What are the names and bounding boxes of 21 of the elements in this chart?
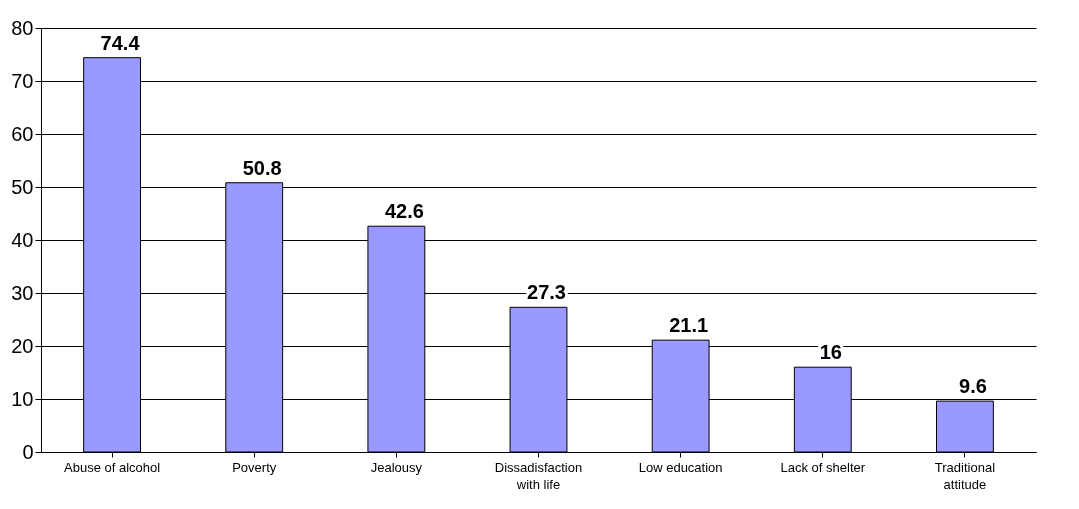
y-tick-label: 0 (22, 440, 34, 463)
y-tick-label: 40 (11, 228, 34, 251)
x-tick-label: Traditional attitude (934, 459, 996, 492)
y-tick-label: 60 (11, 122, 34, 145)
y-tick-label: 50 (11, 175, 34, 198)
x-tick-label: Abuse of alcohol (64, 459, 161, 475)
y-tick-label: 30 (11, 281, 34, 304)
data-label: 9.6 (959, 375, 987, 398)
x-tick-label: Jealousy (370, 459, 423, 475)
y-tick-label: 80 (11, 16, 34, 39)
x-tick-label: Lack of shelter (780, 459, 866, 475)
y-tick-label: 10 (11, 387, 34, 410)
data-label: 42.6 (384, 200, 424, 223)
data-label: 74.4 (100, 31, 141, 54)
x-tick-label: Low education (638, 459, 723, 475)
y-tick-label: 70 (11, 69, 34, 92)
data-label: 21.1 (669, 314, 709, 337)
y-tick-label: 20 (11, 334, 34, 357)
data-label: 50.8 (242, 156, 282, 179)
x-tick-label: Poverty (232, 459, 277, 475)
x-tick-label: Dissadisfaction with life (494, 459, 583, 492)
